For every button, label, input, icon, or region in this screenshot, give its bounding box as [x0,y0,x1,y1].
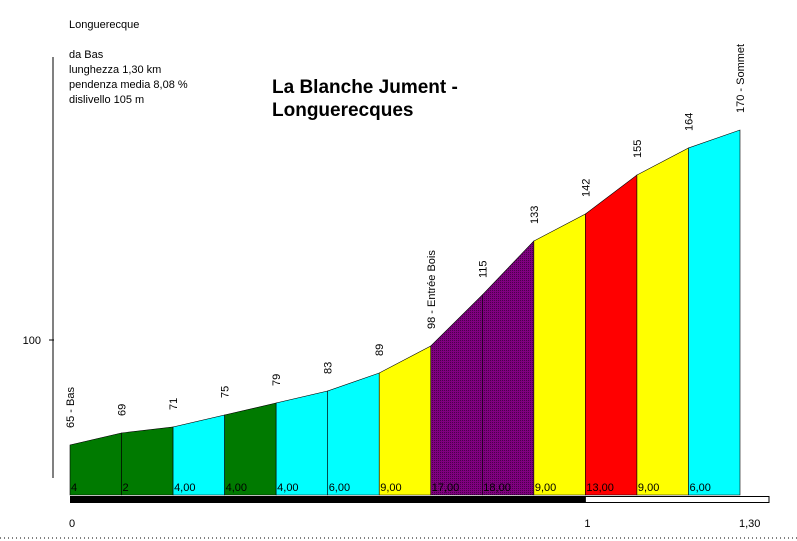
length-label: lunghezza 1,30 km [69,64,162,76]
segment-gradient-label-7: 9,00 [380,482,401,494]
location-label: Longuerecque [69,19,140,31]
profile-segment-1 [69,432,122,496]
segment-gradient-label-5: 4,00 [277,482,298,494]
profile-segment-11 [585,174,638,496]
profile-segment-12 [636,147,689,496]
point-elevation-label-9: 115 [477,260,489,278]
point-elevation-label-10: 133 [529,206,541,224]
point-elevation-label-5: 79 [271,374,283,386]
profile-segment-9 [482,240,535,496]
profile-segment-13 [688,129,741,496]
point-elevation-label-12: 155 [632,140,644,158]
segment-gradient-label-4: 4,00 [226,482,247,494]
avg-gradient-label: pendenza media 8,08 % [69,79,188,91]
start-label: da Bas [69,49,104,61]
x-tick-label-3: 1,30 [739,518,760,530]
point-elevation-label-11: 142 [580,179,592,197]
segment-gradient-label-1: 4 [71,482,77,494]
point-elevation-label-2: 69 [117,404,129,416]
segment-gradient-label-12: 9,00 [638,482,659,494]
distance-bar-filled [70,496,586,503]
segment-gradient-label-3: 4,00 [174,482,195,494]
segment-gradient-label-13: 6,00 [689,482,710,494]
segment-gradient-label-2: 2 [123,482,129,494]
profile-segment-8 [430,294,483,496]
point-elevation-label-7: 89 [374,344,386,356]
point-elevation-label-14: 170 - Sommet [735,44,747,113]
chart-title: La Blanche Jument - Longuerecques [272,76,458,122]
axes: 100 0 1 1,30 [0,57,797,539]
point-elevation-label-6: 83 [323,362,335,374]
elevation-gain-label: dislivello 105 m [69,94,145,106]
profile-segments: 4 2 4,00 4,00 4,00 6,00 9,00 17,00 18,00 9,00 13,0… [69,129,741,496]
point-labels: 65 - Bas 69 71 75 79 83 89 98 - Entrée Bois 115 1… [65,44,747,428]
point-elevation-label-4: 75 [220,386,232,398]
segment-gradient-label-9: 18,00 [483,482,511,494]
profile-segment-6 [327,372,380,496]
x-tick-label-1: 0 [69,518,75,530]
profile-segment-5 [275,390,328,496]
point-elevation-label-8: 98 - Entrée Bois [426,250,438,329]
y-tick-label-1: 100 [23,335,41,347]
point-elevation-label-3: 71 [168,398,180,410]
segment-gradient-label-6: 6,00 [329,482,350,494]
profile-segment-7 [378,345,432,496]
distance-bar-remaining [584,496,770,503]
chart-title-line-2: Longuerecques [272,100,414,121]
point-elevation-label-1: 65 - Bas [65,387,77,428]
x-tick-label-2: 1 [584,518,590,530]
segment-gradient-label-11: 13,00 [586,482,614,494]
climb-info: Longuerecque da Bas lunghezza 1,30 km pe… [69,18,188,108]
profile-segment-2 [121,426,174,496]
profile-segment-10 [533,213,586,496]
segment-gradient-label-10: 9,00 [535,482,556,494]
segment-gradient-label-8: 17,00 [432,482,460,494]
chart-title-line-1: La Blanche Jument - [272,77,458,98]
point-elevation-label-13: 164 [683,113,695,131]
